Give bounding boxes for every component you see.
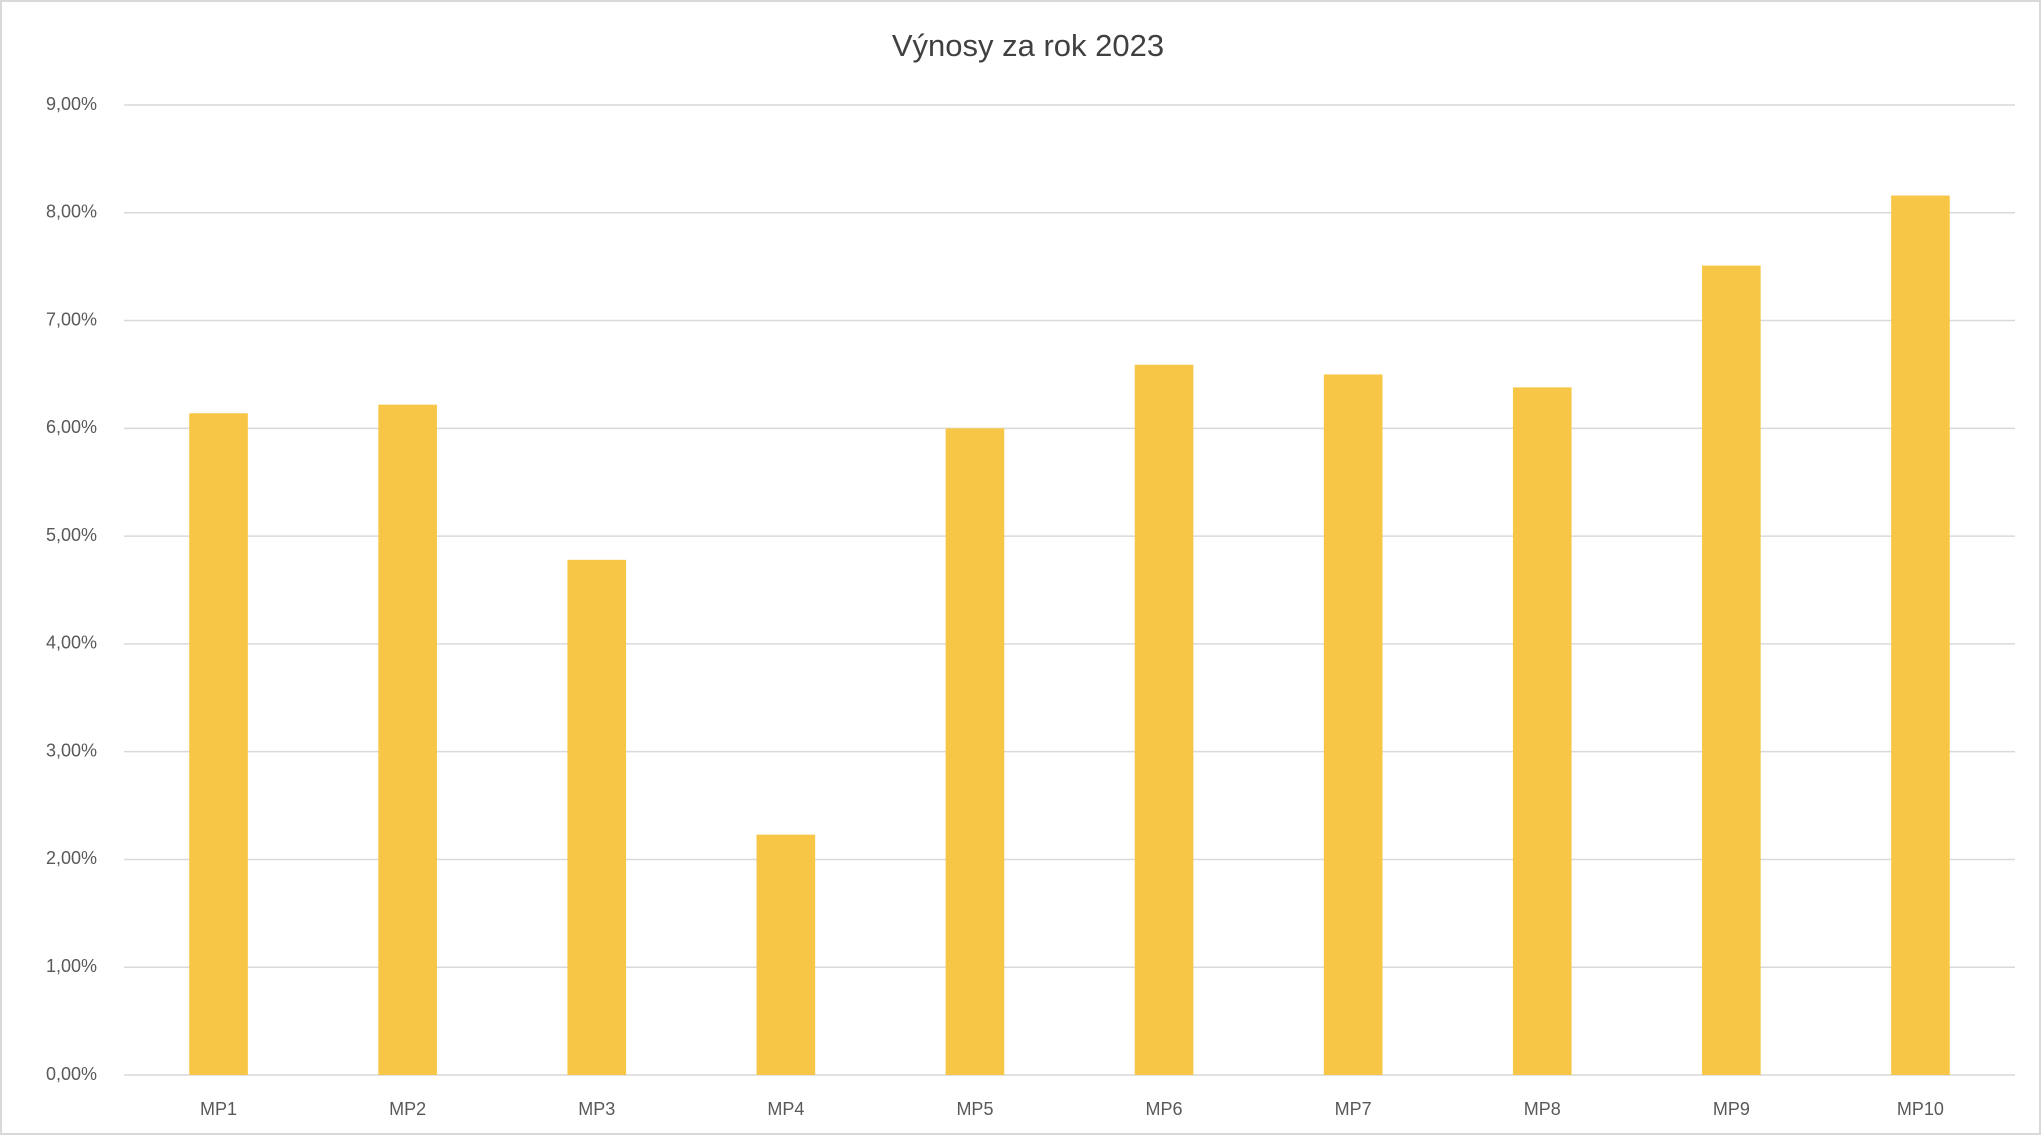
y-tick-label: 0,00% xyxy=(46,1064,97,1084)
y-tick-label: 4,00% xyxy=(46,633,97,653)
x-tick-label: MP4 xyxy=(767,1099,804,1119)
bar xyxy=(1891,195,1950,1076)
x-tick-label: MP9 xyxy=(1713,1099,1750,1119)
bar xyxy=(756,834,816,1075)
chart-title: Výnosy za rok 2023 xyxy=(892,28,1164,63)
y-tick-label: 7,00% xyxy=(46,309,97,329)
x-tick-label: MP7 xyxy=(1335,1099,1372,1119)
x-tick-label: MP8 xyxy=(1524,1099,1561,1119)
bar xyxy=(189,413,248,1075)
y-tick-label: 2,00% xyxy=(46,848,97,868)
bar xyxy=(567,559,627,1075)
y-tick-label: 3,00% xyxy=(46,740,97,760)
bar xyxy=(378,404,437,1076)
y-tick-label: 5,00% xyxy=(46,525,97,545)
x-tick-label: MP2 xyxy=(389,1099,426,1119)
y-tick-label: 6,00% xyxy=(46,417,97,437)
bar xyxy=(1323,374,1383,1075)
x-tick-label: MP6 xyxy=(1146,1099,1183,1119)
bar xyxy=(1134,364,1194,1075)
bar xyxy=(1512,387,1572,1075)
y-tick-label: 1,00% xyxy=(46,956,97,976)
y-tick-label: 8,00% xyxy=(46,202,97,222)
bar xyxy=(1702,265,1761,1076)
y-tick-label: 9,00% xyxy=(46,94,97,114)
x-tick-label: MP3 xyxy=(578,1099,615,1119)
x-tick-label: MP10 xyxy=(1897,1099,1944,1119)
x-tick-label: MP5 xyxy=(956,1099,993,1119)
x-tick-label: MP1 xyxy=(200,1099,237,1119)
bar xyxy=(945,428,1005,1075)
